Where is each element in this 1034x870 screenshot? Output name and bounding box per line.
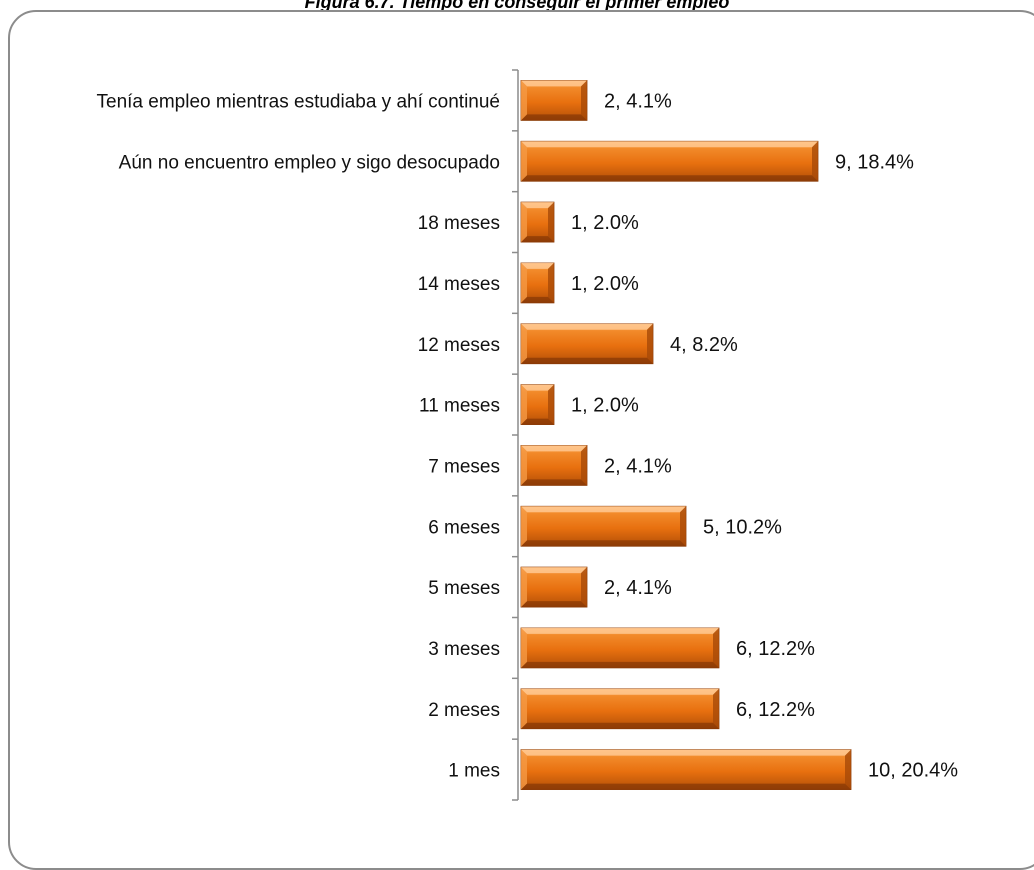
bar-bevel-top: [521, 688, 719, 695]
data-label: 2, 4.1%: [604, 577, 672, 599]
bar-bevel-top: [521, 262, 554, 269]
bar: [520, 749, 852, 790]
bar: [520, 323, 654, 365]
category-label: Aún no encuentro empleo y sigo desocupad…: [119, 152, 500, 173]
bar-bevel-left: [521, 567, 527, 608]
bar-bevel-bottom: [521, 418, 554, 425]
bar-bevel-top: [521, 445, 587, 452]
category-label: Tenía empleo mientras estudiaba y ahí co…: [97, 91, 500, 112]
bar: [520, 80, 588, 121]
bar-bevel-right: [548, 202, 554, 243]
data-label: 6, 12.2%: [736, 699, 815, 721]
bar-bevel-bottom: [521, 661, 719, 668]
bar-bevel-left: [521, 262, 527, 303]
bar-bevel-left: [521, 749, 527, 790]
bar-bevel-right: [845, 749, 851, 790]
bar-bevel-left: [521, 445, 527, 486]
bar-bevel-bottom: [521, 479, 587, 486]
data-label: 9, 18.4%: [835, 151, 914, 173]
bar-bevel-bottom: [521, 296, 554, 303]
bar-bevel-left: [521, 323, 527, 364]
bar-bevel-bottom: [521, 114, 587, 121]
bar-chart: Tenía empleo mientras estudiaba y ahí co…: [97, 69, 959, 801]
bar: [520, 140, 819, 182]
bar-body: [520, 627, 720, 669]
category-label: 14 meses: [418, 274, 500, 295]
bar-bevel-bottom: [521, 175, 818, 182]
bar-bevel-right: [647, 323, 653, 364]
bar-bevel-top: [521, 80, 587, 87]
data-label: 6, 12.2%: [736, 638, 815, 660]
bar-bevel-left: [521, 202, 527, 243]
bar: [520, 262, 555, 304]
bar-bevel-left: [521, 506, 527, 547]
data-label: 1, 2.0%: [571, 212, 639, 234]
y-axis: [512, 69, 519, 801]
bar-bevel-right: [812, 141, 818, 182]
data-label: 5, 10.2%: [703, 516, 782, 538]
bar-bevel-top: [521, 323, 653, 330]
bar-bevel-right: [713, 627, 719, 668]
category-label: 6 meses: [428, 517, 500, 538]
bar-bevel-top: [521, 202, 554, 209]
bar-bevel-top: [521, 141, 818, 148]
bar-bevel-bottom: [521, 357, 653, 364]
bar-bevel-top: [521, 506, 686, 513]
data-label: 10, 20.4%: [868, 760, 958, 782]
chart-title: Figura 6.7. Tiempo en conseguir el prime…: [304, 0, 730, 12]
bar-bevel-right: [581, 80, 587, 121]
bar-bevel-right: [581, 445, 587, 486]
bar-bevel-bottom: [521, 236, 554, 243]
bar-bevel-top: [521, 384, 554, 391]
bar: [520, 384, 555, 425]
bar-bevel-right: [680, 506, 686, 547]
data-label: 2, 4.1%: [604, 90, 672, 112]
category-label: 2 meses: [428, 700, 500, 721]
bar-bevel-right: [548, 384, 554, 425]
bar: [520, 445, 588, 486]
bar-bevel-left: [521, 80, 527, 121]
bar-bevel-bottom: [521, 540, 686, 547]
bar-bevel-bottom: [521, 722, 719, 729]
bar-bevel-left: [521, 141, 527, 182]
data-label: 4, 8.2%: [670, 334, 738, 356]
bar-bevel-bottom: [521, 783, 851, 790]
data-label: 1, 2.0%: [571, 395, 639, 417]
bar-bevel-top: [521, 627, 719, 634]
category-label: 1 mes: [448, 761, 500, 782]
category-label: 12 meses: [418, 335, 500, 356]
category-label: 18 meses: [418, 213, 500, 234]
data-label: 2, 4.1%: [604, 455, 672, 477]
category-label: 3 meses: [428, 639, 500, 660]
category-label: 11 meses: [419, 396, 500, 417]
labels-group: Tenía empleo mientras estudiaba y ahí co…: [97, 90, 959, 781]
bar-bevel-top: [521, 567, 587, 574]
bar-bevel-bottom: [521, 601, 587, 608]
bar: [520, 627, 720, 669]
bar: [520, 201, 555, 243]
category-label: 5 meses: [428, 578, 500, 599]
bar-bevel-right: [713, 688, 719, 729]
bar-bevel-top: [521, 749, 851, 756]
bar-bevel-right: [548, 262, 554, 303]
bar-bevel-left: [521, 384, 527, 425]
bar-bevel-left: [521, 688, 527, 729]
bar: [520, 566, 588, 608]
data-label: 1, 2.0%: [571, 273, 639, 295]
bar: [520, 505, 687, 547]
bar-body: [520, 749, 852, 790]
category-label: 7 meses: [428, 456, 500, 477]
bar-body: [520, 688, 720, 730]
bar-bevel-left: [521, 627, 527, 668]
bar-bevel-right: [581, 567, 587, 608]
bar: [520, 688, 720, 730]
bars-group: [520, 80, 852, 790]
